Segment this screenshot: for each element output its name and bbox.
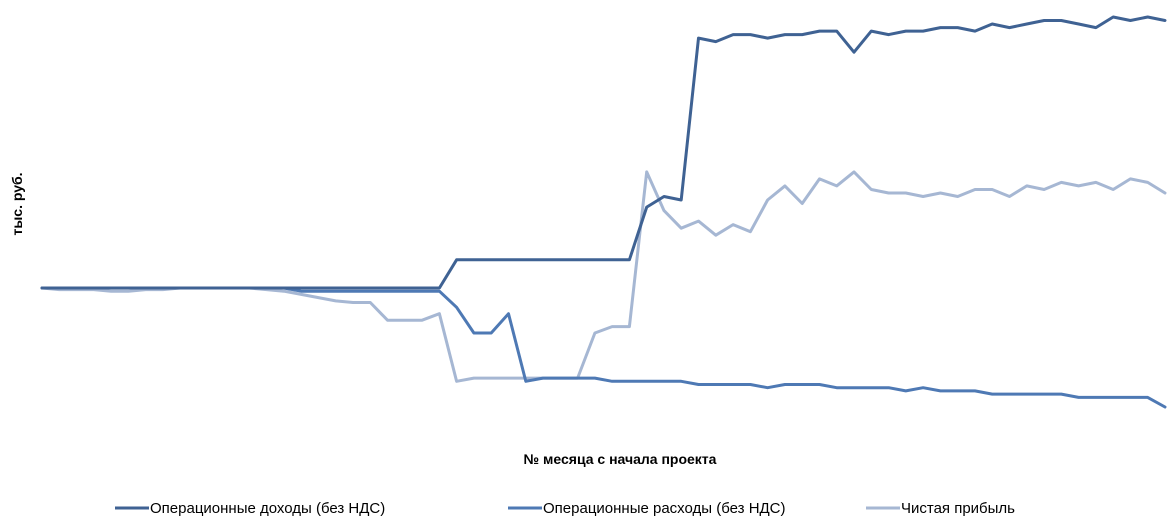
plot-area <box>40 15 1167 409</box>
series-line-income <box>40 15 1167 290</box>
legend-label-expenses: Операционные расходы (без НДС) <box>543 500 786 517</box>
legend-item-expenses: Операционные расходы (без НДС) <box>508 500 786 517</box>
legend-item-profit: Чистая прибыль <box>866 500 1015 517</box>
legend-label-income: Операционные доходы (без НДС) <box>150 500 385 517</box>
series-line-expenses <box>40 286 1167 409</box>
legend-label-profit: Чистая прибыль <box>901 500 1015 517</box>
legend-item-income: Операционные доходы (без НДС) <box>115 500 385 517</box>
legend: Операционные доходы (без НДС) Операционны… <box>115 500 1015 517</box>
y-axis-title: тыс. руб. <box>9 172 25 235</box>
x-axis-title: № месяца с начала проекта <box>524 451 717 467</box>
series-line-profit <box>40 170 1167 383</box>
